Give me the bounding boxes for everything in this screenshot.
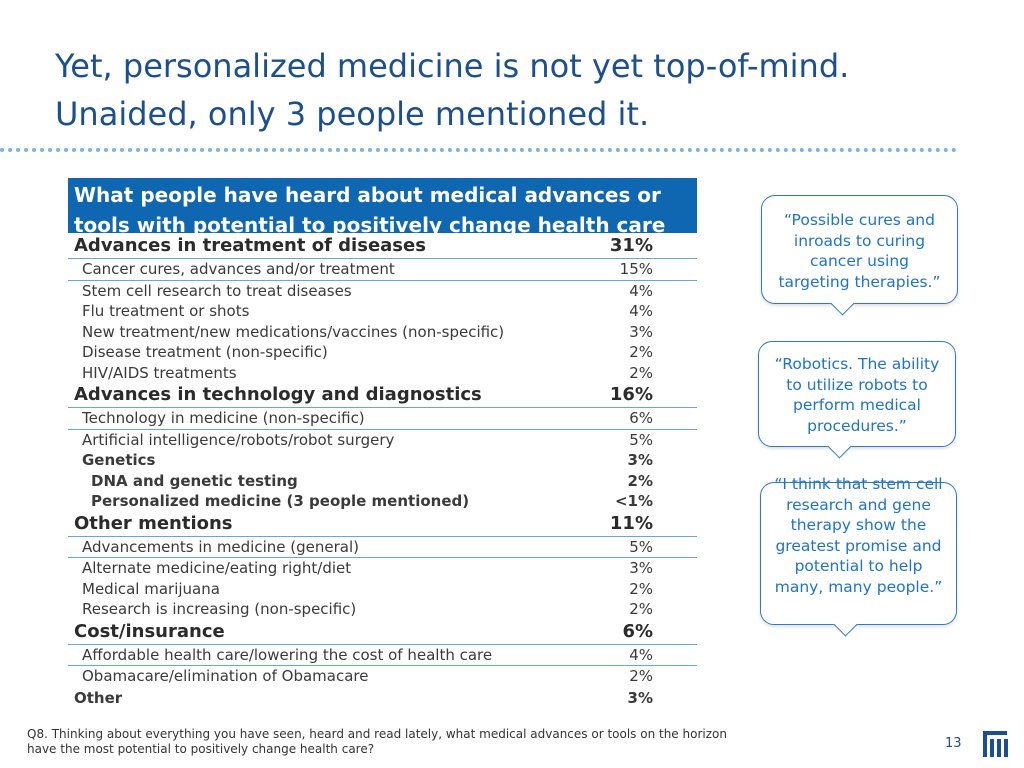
row-value: 5% xyxy=(629,537,653,556)
row-label: New treatment/new medications/vaccines (… xyxy=(82,322,505,341)
row-label: Stem cell research to treat diseases xyxy=(82,281,352,300)
row-label: Cancer cures, advances and/or treatment xyxy=(82,260,395,278)
quote-bubble-cancer: “Possible cures and inroads to curing ca… xyxy=(761,195,958,316)
row-label: Affordable health care/lowering the cost… xyxy=(82,645,493,664)
row-label: Advances in technology and diagnostics xyxy=(74,384,482,405)
row-value: 2% xyxy=(629,579,653,598)
row-value: 15% xyxy=(619,260,653,278)
table-row: HIV/AIDS treatments 2% xyxy=(68,363,697,384)
row-label: Advancements in medicine (general) xyxy=(82,537,359,556)
row-value: 3% xyxy=(629,322,653,341)
bubble-tail xyxy=(830,291,855,316)
table-header: What people have heard about medical adv… xyxy=(68,178,697,233)
table-row: Technology in medicine (non-specific) 6% xyxy=(68,408,697,430)
row-value: 6% xyxy=(629,409,653,427)
row-label: DNA and genetic testing xyxy=(91,471,298,490)
category-row-other-mentions: Other mentions 11% xyxy=(68,512,697,537)
slide-title-line-1: Yet, personalized medicine is not yet to… xyxy=(55,47,850,85)
category-row-other: Other 3% xyxy=(68,687,697,709)
category-row-treatment: Advances in treatment of diseases 31% xyxy=(68,234,697,259)
row-value: 3% xyxy=(627,451,653,469)
table-row: Affordable health care/lowering the cost… xyxy=(68,645,697,666)
row-value: <1% xyxy=(614,492,653,510)
slide-title-line-2: Unaided, only 3 people mentioned it. xyxy=(55,95,650,133)
row-label: Genetics xyxy=(82,451,156,469)
row-label: Alternate medicine/eating right/diet xyxy=(82,559,352,577)
row-value: 3% xyxy=(629,559,653,577)
page-number: 13 xyxy=(945,736,962,751)
quote-text: “Robotics. The ability to utilize robots… xyxy=(774,355,940,435)
row-value: 4% xyxy=(629,302,653,320)
row-value: 31% xyxy=(609,235,653,256)
row-label: HIV/AIDS treatments xyxy=(82,363,237,382)
row-value: 5% xyxy=(629,430,653,449)
quote-text: “I think that stem cell research and gen… xyxy=(774,475,943,596)
row-value: 2% xyxy=(629,667,653,685)
table-row-genetics: Genetics 3% xyxy=(68,450,697,471)
table-row-personalized-medicine: Personalized medicine (3 people mentione… xyxy=(68,491,697,512)
table-row: Medical marijuana 2% xyxy=(68,579,697,600)
quote-bubble-stem-cell: “I think that stem cell research and gen… xyxy=(760,475,957,637)
row-label: Medical marijuana xyxy=(82,579,220,598)
table-row: Research is increasing (non-specific) 2% xyxy=(68,599,697,620)
row-label: Personalized medicine (3 people mentione… xyxy=(91,492,470,510)
table-row-sub: DNA and genetic testing 2% xyxy=(68,471,697,492)
bubble-tail xyxy=(833,612,858,637)
table-row: New treatment/new medications/vaccines (… xyxy=(68,322,697,343)
row-label: Technology in medicine (non-specific) xyxy=(82,409,365,427)
row-label: Disease treatment (non-specific) xyxy=(82,343,328,361)
row-value: 2% xyxy=(627,471,653,490)
row-value: 4% xyxy=(629,281,653,300)
category-row-cost-insurance: Cost/insurance 6% xyxy=(68,620,697,645)
row-label: Other mentions xyxy=(74,512,233,534)
category-row-technology: Advances in technology and diagnostics 1… xyxy=(68,383,697,408)
row-value: 16% xyxy=(609,384,653,405)
row-value: 2% xyxy=(629,600,653,618)
row-label: Research is increasing (non-specific) xyxy=(82,600,357,618)
row-label: Cost/insurance xyxy=(74,620,225,642)
question-footnote: Q8. Thinking about everything you have s… xyxy=(27,727,727,756)
table-row: Artificial intelligence/robots/robot sur… xyxy=(68,430,697,451)
row-value: 3% xyxy=(627,688,653,707)
row-value: 6% xyxy=(622,620,653,642)
quote-text: “Possible cures and inroads to curing ca… xyxy=(778,211,941,291)
row-value: 4% xyxy=(629,645,653,664)
company-logo-icon xyxy=(983,731,1008,757)
row-label: Flu treatment or shots xyxy=(82,302,250,320)
row-label: Obamacare/elimination of Obamacare xyxy=(82,667,369,685)
bubble-tail xyxy=(827,434,852,459)
table-row: Stem cell research to treat diseases 4% xyxy=(68,281,697,302)
table-row: Disease treatment (non-specific) 2% xyxy=(68,342,697,363)
row-label: Artificial intelligence/robots/robot sur… xyxy=(82,430,395,449)
table-row: Alternate medicine/eating right/diet 3% xyxy=(68,558,697,579)
mentions-table: Advances in treatment of diseases 31% Ca… xyxy=(68,234,697,709)
row-label: Advances in treatment of diseases xyxy=(74,235,426,256)
table-row: Obamacare/elimination of Obamacare 2% xyxy=(68,666,697,687)
quote-bubble-robotics: “Robotics. The ability to utilize robots… xyxy=(758,341,956,459)
row-label: Other xyxy=(74,688,123,707)
row-value: 11% xyxy=(609,512,653,534)
row-value: 2% xyxy=(629,363,653,382)
row-value: 2% xyxy=(629,343,653,361)
table-row: Advancements in medicine (general) 5% xyxy=(68,537,697,558)
title-divider xyxy=(0,148,957,152)
table-row: Flu treatment or shots 4% xyxy=(68,301,697,322)
table-row: Cancer cures, advances and/or treatment … xyxy=(68,259,697,281)
